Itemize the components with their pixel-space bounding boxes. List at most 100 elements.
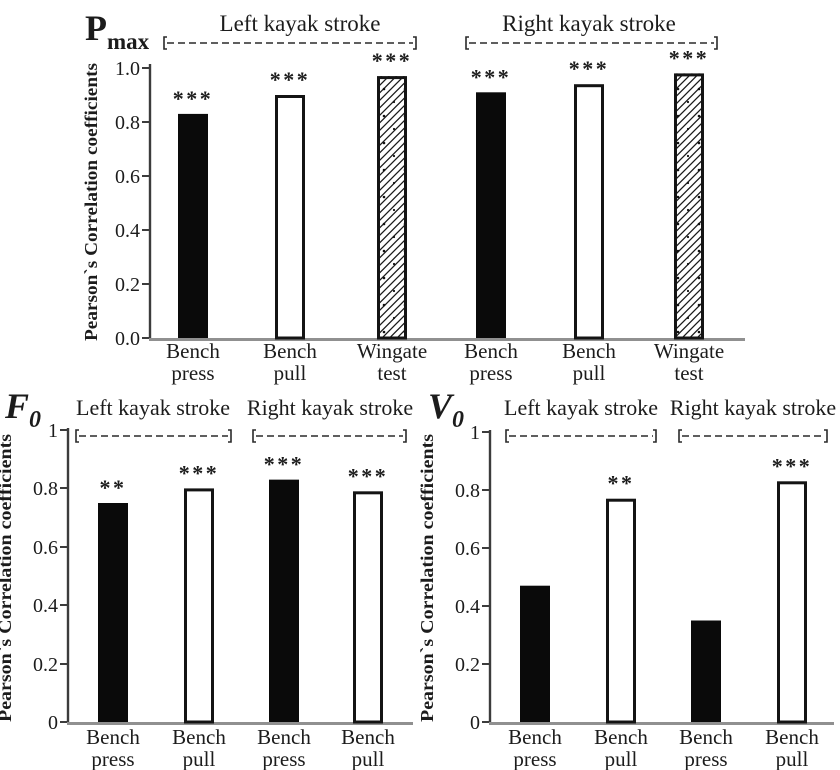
pmax-significance-1: *** xyxy=(270,67,311,92)
pmax-group-label-right-kayak-stroke: Right kayak stroke xyxy=(502,11,676,36)
pmax-y-axis-label: Pearson`s Correlation coefficients xyxy=(81,63,101,341)
v0-bar-bench-press-2 xyxy=(691,620,721,722)
pmax-bar-bench-pull-4 xyxy=(574,84,604,338)
f0-significance-0: ** xyxy=(100,475,127,500)
f0-category-label-bench-pull-line1: Bench xyxy=(172,725,226,749)
v0-category-label-bench-pull-line2: pull xyxy=(605,747,638,770)
v0-significance-1: ** xyxy=(608,471,635,496)
pmax-category-label-bench-pull-line2: pull xyxy=(573,361,606,385)
f0-bar-bench-pull-3 xyxy=(353,491,383,722)
v0-bar-bench-pull-1 xyxy=(606,498,636,722)
v0-y-tick-label-1: 0.8 xyxy=(455,480,480,502)
pmax-y-tick-label-4: 0.2 xyxy=(115,274,140,296)
v0-category-label-bench-press-line1: Bench xyxy=(508,725,562,749)
pmax-bar-bench-pull-4-outline xyxy=(574,84,604,340)
pmax-bar-bench-pull-1 xyxy=(275,95,305,338)
pmax-bar-wingate-test-2-outline xyxy=(377,76,407,340)
pmax-y-tick-label-2: 0.6 xyxy=(115,166,140,188)
pmax-bar-wingate-test-5-outline xyxy=(674,73,704,340)
pmax-significance-4: *** xyxy=(569,56,610,81)
f0-bar-bench-pull-1-outline xyxy=(184,488,214,724)
f0-significance-2: *** xyxy=(264,452,305,477)
v0-category-label-bench-press-line2: press xyxy=(684,747,727,770)
pmax-significance-5: *** xyxy=(669,45,710,70)
chart-v0: V0 Left kayak stroke Right kayak stroke 1 0.… xyxy=(420,388,840,770)
pmax-category-label-wingate-test-line2: test xyxy=(377,361,406,385)
f0-y-tick-label-2: 0.6 xyxy=(33,537,58,559)
pmax-bar-bench-press-3 xyxy=(476,92,506,338)
f0-bracket-right-cap-1 xyxy=(403,429,407,443)
f0-y-tick-label-1: 0.8 xyxy=(33,478,58,500)
pmax-bar-wingate-test-2-specks xyxy=(377,76,407,338)
pmax-bracket-right-cap-1 xyxy=(714,36,718,50)
v0-y-tick-label-5: 0 xyxy=(470,712,480,734)
v0-group-label-left-kayak-stroke: Left kayak stroke xyxy=(504,395,658,420)
pmax-significance-0: *** xyxy=(173,86,214,111)
pmax-group-label-left-kayak-stroke: Left kayak stroke xyxy=(220,11,381,36)
f0-category-label-bench-pull-line2: pull xyxy=(352,747,385,770)
v0-bar-bench-pull-1-outline xyxy=(606,498,636,724)
v0-category-label-bench-pull-line2: pull xyxy=(776,747,809,770)
f0-y-tick-label-0: 1 xyxy=(48,420,58,442)
pmax-bracket-left-cap-1 xyxy=(465,36,469,50)
pmax-bar-bench-pull-1-outline xyxy=(275,95,305,340)
f0-bar-bench-pull-1 xyxy=(184,488,214,722)
v0-bracket-right-cap-1 xyxy=(824,429,828,443)
v0-y-axis-label: Pearson`s Correlation coefficients xyxy=(420,434,437,722)
pmax-category-label-wingate-test-line2: test xyxy=(674,361,703,385)
pmax-category-label-bench-press-line2: press xyxy=(171,361,214,385)
f0-title: F0 xyxy=(4,388,41,433)
pmax-category-label-bench-press-line1: Bench xyxy=(166,339,220,363)
v0-category-label-bench-pull-line1: Bench xyxy=(765,725,819,749)
v0-bracket-left-cap-1 xyxy=(678,429,682,443)
pmax-category-label-bench-pull-line1: Bench xyxy=(263,339,317,363)
pmax-category-label-wingate-test-line1: Wingate xyxy=(654,339,724,363)
v0-group-label-right-kayak-stroke: Right kayak stroke xyxy=(670,395,836,420)
f0-group-label-left-kayak-stroke: Left kayak stroke xyxy=(76,395,230,420)
v0-bar-bench-pull-3-outline xyxy=(777,481,807,724)
f0-category-label-bench-press-line2: press xyxy=(91,747,134,770)
f0-bar-bench-press-0 xyxy=(98,503,128,722)
v0-significance-3: *** xyxy=(772,453,813,478)
f0-category-label-bench-press-line1: Bench xyxy=(257,725,311,749)
f0-bracket-right-cap-0 xyxy=(228,429,232,443)
pmax-y-tick-label-1: 0.8 xyxy=(115,112,140,134)
pmax-category-label-bench-press-line1: Bench xyxy=(464,339,518,363)
v0-title: V0 xyxy=(428,388,464,433)
pmax-bar-bench-press-0 xyxy=(178,113,208,339)
pmax-y-tick-label-5: 0.0 xyxy=(115,328,140,350)
pmax-significance-3: *** xyxy=(471,64,512,89)
f0-chart-svg: F0 Left kayak stroke Right kayak stroke 1 0.… xyxy=(0,388,413,770)
f0-group-label-right-kayak-stroke: Right kayak stroke xyxy=(247,395,413,420)
v0-chart-svg: V0 Left kayak stroke Right kayak stroke 1 0.… xyxy=(420,388,836,770)
pmax-title: Pmax xyxy=(85,8,150,54)
v0-y-tick-label-2: 0.6 xyxy=(455,538,480,560)
pmax-category-label-bench-pull-line1: Bench xyxy=(562,339,616,363)
f0-bar-bench-press-2 xyxy=(269,479,299,722)
f0-category-label-bench-press-line1: Bench xyxy=(86,725,140,749)
f0-y-axis-label: Pearson`s Correlation coefficients xyxy=(0,434,15,722)
f0-bracket-left-cap-1 xyxy=(252,429,256,443)
f0-y-tick-label-5: 0 xyxy=(48,712,58,734)
v0-category-label-bench-pull-line1: Bench xyxy=(594,725,648,749)
chart-pmax: Pmax Left kayak stroke Right kayak stroke 1… xyxy=(81,8,745,385)
pmax-category-label-bench-press-line2: press xyxy=(469,361,512,385)
f0-y-tick-label-3: 0.4 xyxy=(33,595,58,617)
pmax-bracket-right-cap-0 xyxy=(413,36,417,50)
v0-y-tick-label-0: 1 xyxy=(470,422,480,444)
v0-bracket-left-cap-0 xyxy=(505,429,509,443)
f0-significance-3: *** xyxy=(348,463,389,488)
f0-category-label-bench-pull-line1: Bench xyxy=(341,725,395,749)
f0-bracket-left-cap-0 xyxy=(75,429,79,443)
pmax-y-tick-label-3: 0.4 xyxy=(115,220,140,242)
v0-category-label-bench-press-line2: press xyxy=(513,747,556,770)
v0-bracket-right-cap-0 xyxy=(653,429,657,443)
v0-y-tick-label-4: 0.2 xyxy=(455,654,480,676)
pmax-y-tick-label-0: 1.0 xyxy=(115,58,140,80)
pmax-bar-wingate-test-5-specks xyxy=(674,73,704,339)
v0-bar-bench-press-0 xyxy=(520,585,550,722)
pmax-bracket-left-cap-0 xyxy=(163,36,167,50)
pmax-category-label-bench-pull-line2: pull xyxy=(274,361,307,385)
f0-category-label-bench-press-line2: press xyxy=(262,747,305,770)
